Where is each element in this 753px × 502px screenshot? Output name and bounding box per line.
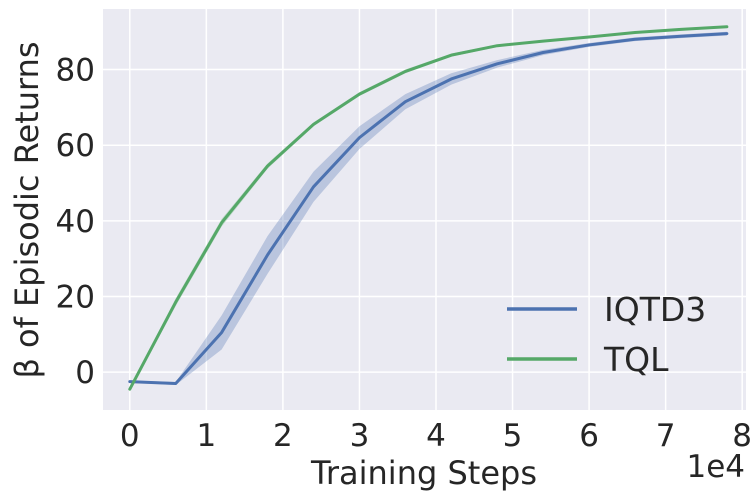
y-tick-label: 20	[56, 280, 95, 316]
legend: IQTD3 TQL	[507, 290, 706, 379]
x-tick-label: 8	[732, 418, 752, 454]
tql-series-line	[128, 25, 729, 391]
y-tick-labels: 0 20 40 60 80	[56, 53, 95, 392]
x-tick-label: 1	[196, 418, 216, 454]
y-tick-label: 40	[56, 204, 95, 240]
x-tick-label: 4	[426, 418, 446, 454]
x-axis-label: Training Steps	[310, 454, 537, 492]
series-lines	[128, 25, 729, 391]
grid-lines	[103, 9, 746, 410]
y-tick-label: 60	[56, 128, 95, 164]
y-tick-label: 80	[56, 53, 95, 89]
y-axis-label: β of Episodic Returns	[8, 41, 46, 378]
x-tick-label: 2	[273, 418, 293, 454]
x-tick-label: 7	[656, 418, 676, 454]
x-tick-labels: 0 1 2 3 4 5 6 7 8	[120, 418, 752, 454]
x-tick-label: 3	[350, 418, 370, 454]
tql-legend-label: TQL	[603, 340, 669, 379]
x-tick-label: 6	[579, 418, 599, 454]
x-tick-label: 0	[120, 418, 140, 454]
y-tick-label: 0	[75, 355, 95, 391]
x-tick-label: 5	[503, 418, 523, 454]
iqtd3-series-line	[128, 32, 729, 386]
iqtd3-legend-label: IQTD3	[604, 290, 706, 329]
x-offset-label: 1e4	[686, 449, 745, 485]
